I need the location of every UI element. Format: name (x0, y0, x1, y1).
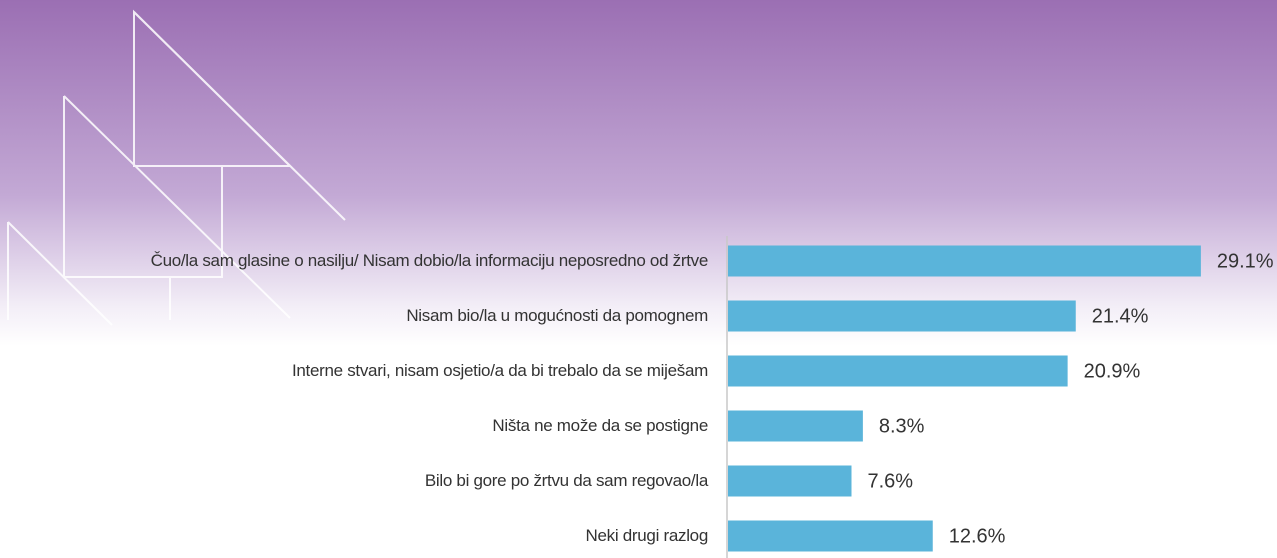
value-label: 8.3% (879, 415, 925, 437)
category-label: Interne stvari, nisam osjetio/a da bi tr… (118, 359, 708, 383)
value-label: 12.6% (949, 525, 1006, 547)
bar (728, 301, 1076, 332)
page: 29.1%21.4%20.9%8.3%7.6%12.6% (() => { co… (0, 0, 1277, 558)
category-label: Bilo bi gore po žrtvu da sam regovao/la (118, 469, 708, 493)
category-label: Ništa ne može da se postigne (118, 414, 708, 438)
category-label: Nisam bio/la u mogućnosti da pomognem (118, 304, 708, 328)
value-label: 29.1% (1217, 250, 1274, 272)
bar (728, 466, 852, 497)
bar (728, 356, 1068, 387)
bar (728, 411, 863, 442)
value-label: 20.9% (1084, 360, 1141, 382)
value-label: 7.6% (868, 470, 914, 492)
bar (728, 521, 933, 552)
category-label: Neki drugi razlog (118, 524, 708, 548)
value-label: 21.4% (1092, 305, 1149, 327)
bar (728, 246, 1201, 277)
category-label: Čuo/la sam glasine o nasilju/ Nisam dobi… (118, 249, 708, 273)
